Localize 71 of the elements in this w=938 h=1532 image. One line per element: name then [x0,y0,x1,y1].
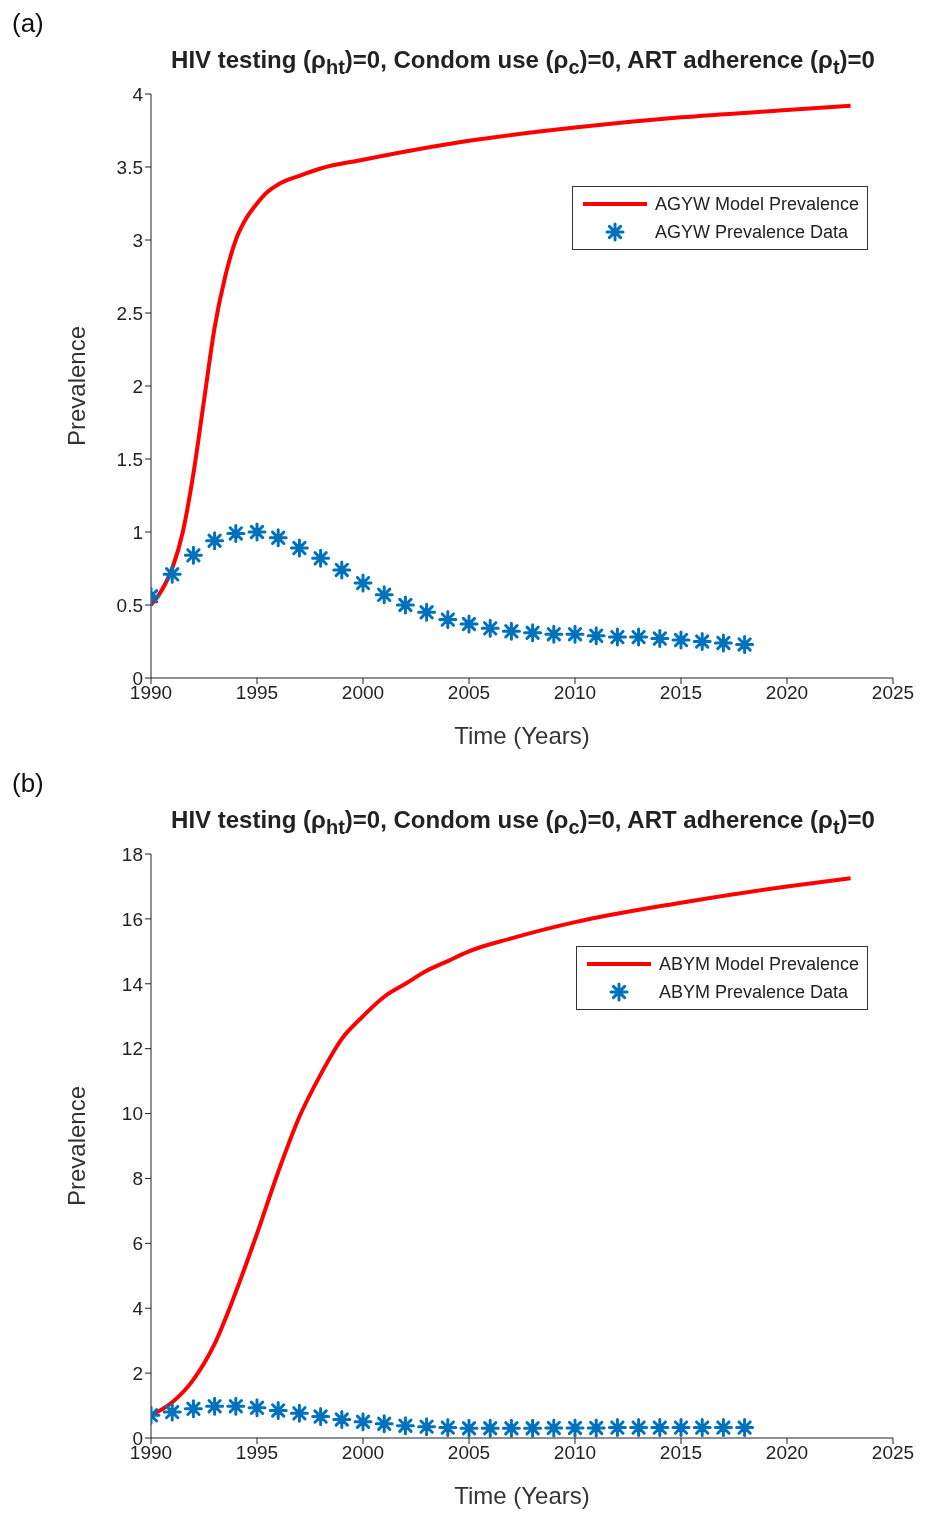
x-tick-label: 1995 [235,1442,279,1464]
y-tick-label: 18 [121,843,143,865]
y-tick-label: 1 [132,521,143,543]
x-tick-label: 2000 [341,682,385,704]
y-tick-label: 2 [132,375,143,397]
point [671,630,691,650]
y-tick-label: 12 [121,1038,143,1060]
x-tick-label: 2005 [447,1442,491,1464]
point [247,522,267,542]
point [205,531,225,551]
y-tick-label: 6 [132,1233,143,1255]
x-tick-label: 2000 [341,1442,385,1464]
point [268,528,288,548]
point [501,621,521,641]
legend-label: AGYW Prevalence Data [654,221,848,243]
point [289,538,309,558]
x-axis-title: Time (Years) [454,1482,590,1509]
point [650,629,670,649]
point [311,548,331,568]
point [395,595,415,615]
point [629,627,649,647]
legend-label: AGYW Model Prevalence [654,193,859,215]
point [607,627,627,647]
y-tick-label: 1.5 [116,448,143,470]
y-tick-label: 8 [132,1168,143,1190]
y-axis-title: Prevalence [62,325,90,447]
x-tick-label: 2015 [659,682,703,704]
point [544,624,564,644]
y-tick-label: 0.5 [116,594,143,616]
legend-label: ABYM Prevalence Data [658,981,848,1003]
x-axis-title: Time (Years) [454,722,590,749]
y-tick-label: 16 [121,908,143,930]
point [417,602,437,622]
chart-title: HIV testing (ρ$_{ht}$)=0, Condom use (ρ$_{c}$)=0, ART adherence (ρ$_{t}$)=0 [170,806,876,839]
x-tick-label: 2020 [765,682,809,704]
point [226,523,246,543]
chart-title: HIV testing (ρ$_{ht}$)=0, Condom use (ρ$_{c}$)=0, ART adherence (ρ$_{t}$)=0 [170,46,876,79]
point [438,610,458,630]
point [713,633,733,653]
y-tick-label: 3.5 [116,156,143,178]
y-tick-label: 3 [132,229,143,251]
point [565,624,585,644]
y-tick-label: 2.5 [116,302,143,324]
point [480,618,500,638]
point [523,623,543,643]
x-tick-label: 2025 [871,1442,915,1464]
y-axis-title: Prevalence [62,1085,90,1207]
x-tick-label: 2020 [765,1442,809,1464]
y-tick-label: 4 [132,1297,144,1319]
x-tick-label: 2015 [659,1442,703,1464]
text: (a) [12,8,44,39]
legend-label: ABYM Model Prevalence [658,953,859,975]
point [183,545,203,565]
x-tick-label: 2010 [553,682,597,704]
y-tick-label: 10 [121,1103,143,1125]
point [586,626,606,646]
y-tick-label: 4 [132,83,144,105]
x-tick-label: 2025 [871,682,915,704]
point [353,573,373,593]
point [735,634,755,654]
point [162,564,182,584]
point [459,614,479,634]
x-tick-label: 2010 [553,1442,597,1464]
x-tick-label: 1995 [235,682,279,704]
point [332,560,352,580]
text: (b) [12,768,44,799]
x-tick-label: 2005 [447,682,491,704]
point [374,585,394,605]
point [692,632,712,651]
y-tick-label: 2 [132,1362,143,1384]
y-tick-label: 14 [121,973,144,995]
